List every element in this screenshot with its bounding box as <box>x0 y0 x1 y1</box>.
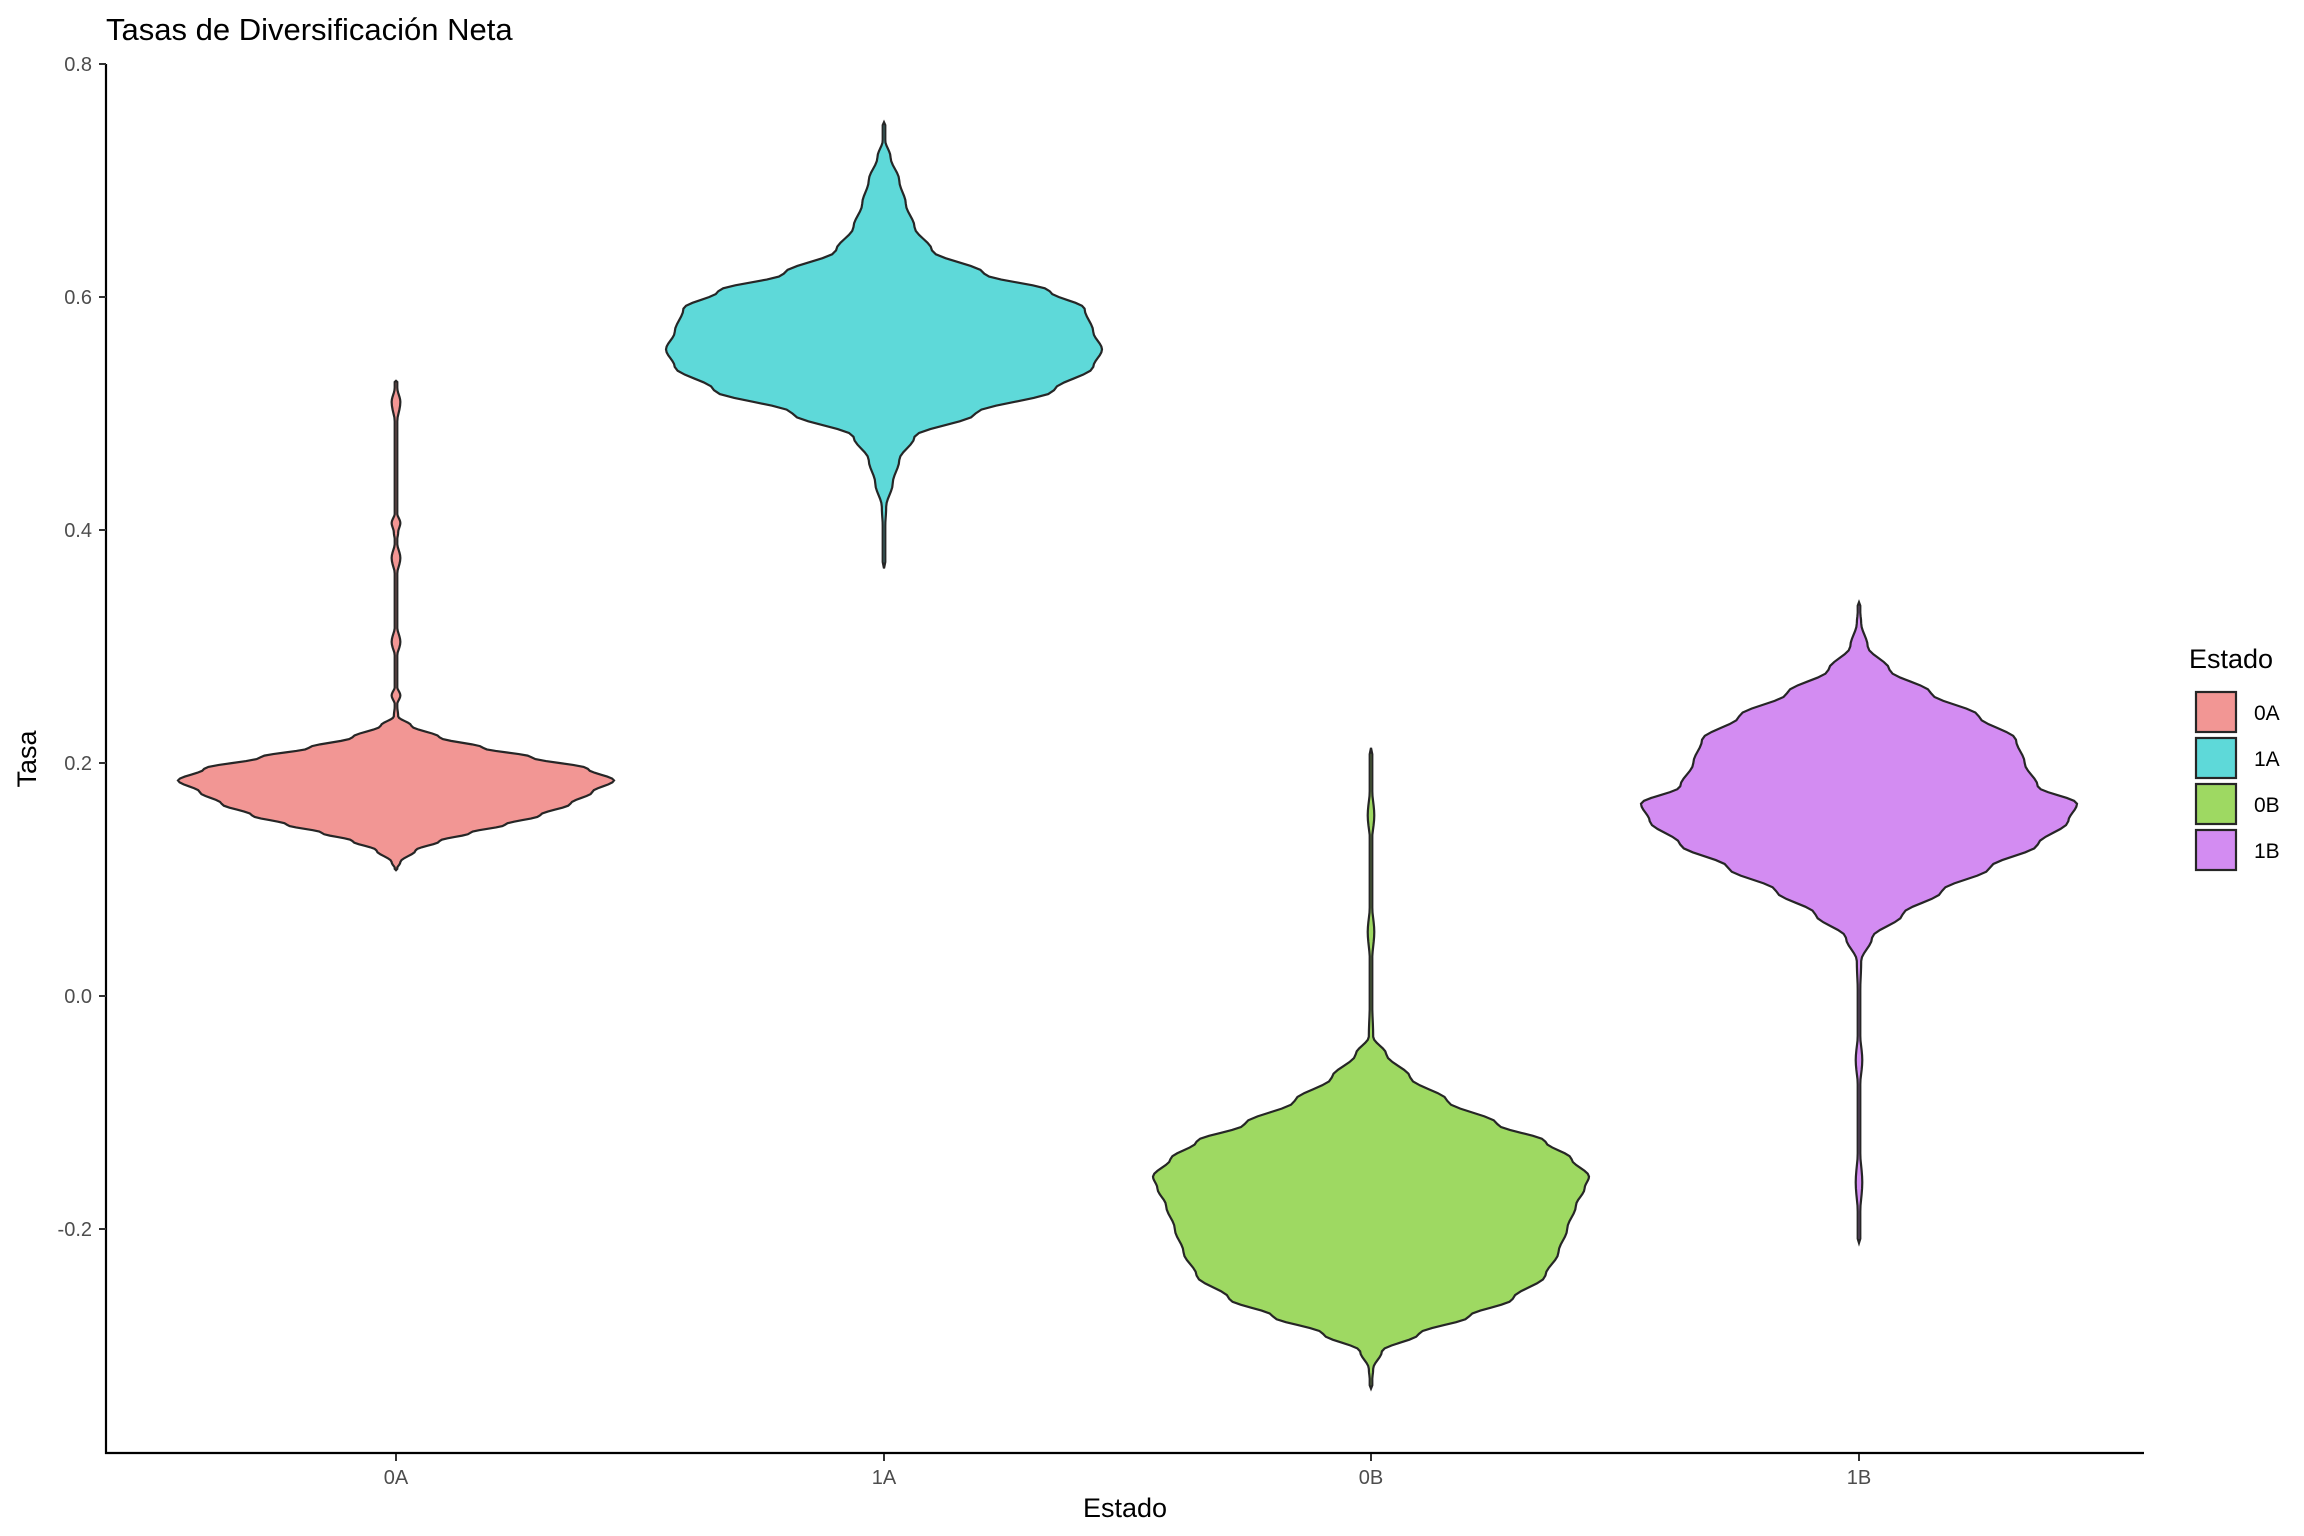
y-tick-label: 0.4 <box>64 520 92 542</box>
legend-swatch-0b <box>2194 782 2238 826</box>
legend-label-0b: 0B <box>2254 794 2280 817</box>
legend-label-1b: 1B <box>2254 840 2280 863</box>
y-tick-label: 0.6 <box>64 287 92 309</box>
x-axis-title: Estado <box>1083 1493 1167 1523</box>
violin-1a <box>664 119 1104 569</box>
x-tick-label: 1B <box>1847 1467 1871 1489</box>
x-tick-label: 1A <box>872 1467 897 1489</box>
y-tick-label: -0.2 <box>58 1219 92 1241</box>
violin-0a <box>176 379 616 872</box>
legend-label-1a: 1A <box>2254 748 2280 771</box>
x-tick-label: 0B <box>1359 1467 1383 1489</box>
y-ticks: -0.2 0.0 0.2 0.4 0.6 0.8 <box>58 54 106 1241</box>
axes <box>104 64 2144 1455</box>
legend-label-0a: 0A <box>2254 702 2280 725</box>
y-tick-label: 0.0 <box>64 986 92 1008</box>
violin-0b <box>1151 747 1591 1392</box>
legend-swatch-1a <box>2194 736 2238 780</box>
legend-title: Estado <box>2189 644 2273 674</box>
chart-title: Tasas de Diversificación Neta <box>106 12 513 47</box>
legend-swatch-0a <box>2194 690 2238 734</box>
y-axis-title: Tasa <box>12 730 42 788</box>
violin-1b <box>1639 599 2079 1247</box>
y-tick-label: 0.2 <box>64 753 92 775</box>
x-ticks: 0A 1A 0B 1B <box>384 1454 1871 1489</box>
legend: Estado 0A 1A 0B 1B <box>2189 644 2280 872</box>
violins-layer <box>176 119 2079 1392</box>
legend-swatch-1b <box>2194 828 2238 872</box>
x-tick-label: 0A <box>384 1467 409 1489</box>
y-tick-label: 0.8 <box>64 54 92 76</box>
